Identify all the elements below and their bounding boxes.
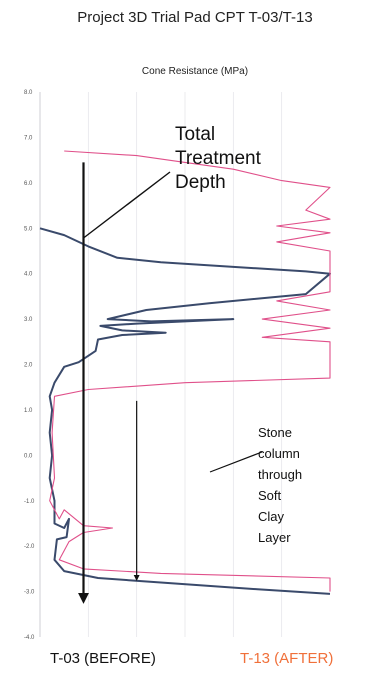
annotation-stone-column: Layer xyxy=(258,530,291,545)
y-tick-label: 7.0 xyxy=(24,135,33,141)
x-axis-label: Cone Resistance (MPa) xyxy=(141,66,249,77)
y-tick-label: 4.0 xyxy=(24,272,33,278)
annotation-stone-column: Stone xyxy=(258,425,292,440)
stone-column-leader xyxy=(209,451,263,473)
y-tick-label: -2.0 xyxy=(24,544,35,550)
annotation-stone-column: Clay xyxy=(258,509,285,524)
total-treatment-leader xyxy=(83,171,171,239)
annotation-stone-column: Soft xyxy=(258,488,282,503)
annotation-stone-column: column xyxy=(258,446,300,461)
annotation-total-treatment-depth: Depth xyxy=(175,172,226,193)
y-tick-label: 5.0 xyxy=(24,226,33,232)
y-tick-label: -4.0 xyxy=(24,635,35,641)
annotation-stone-column: through xyxy=(258,467,302,482)
y-tick-label: 8.0 xyxy=(24,90,33,96)
legend-before: T-03 (BEFORE) xyxy=(50,650,156,667)
annotations: Total Treatment Depth Stone column through Sof… xyxy=(175,124,302,545)
y-tick-label: 1.0 xyxy=(24,408,33,414)
y-tick-label: 6.0 xyxy=(24,181,33,187)
y-tick-labels: 8.0 7.0 6.0 5.0 4.0 3.0 2.0 1.0 0.0 -1.0 -2.0 -3.0 -… xyxy=(24,90,35,641)
y-tick-label: 0.0 xyxy=(24,453,33,459)
y-tick-label: 3.0 xyxy=(24,317,33,323)
legend-after: T-13 (AFTER) xyxy=(240,650,334,667)
y-tick-label: -1.0 xyxy=(24,499,35,505)
y-tick-label: -3.0 xyxy=(24,590,35,596)
chart-title-text: Project 3D Trial Pad CPT T-03/T-13 xyxy=(77,9,313,26)
annotation-total-treatment-depth: Treatment xyxy=(175,148,262,169)
y-tick-label: 2.0 xyxy=(24,363,33,369)
annotation-arrows xyxy=(78,162,263,604)
annotation-total-treatment-depth: Total xyxy=(175,124,215,145)
grid xyxy=(39,92,283,637)
chart-title: Project 3D Trial Pad CPT T-03/T-13 xyxy=(75,8,315,27)
series-line xyxy=(39,227,331,595)
